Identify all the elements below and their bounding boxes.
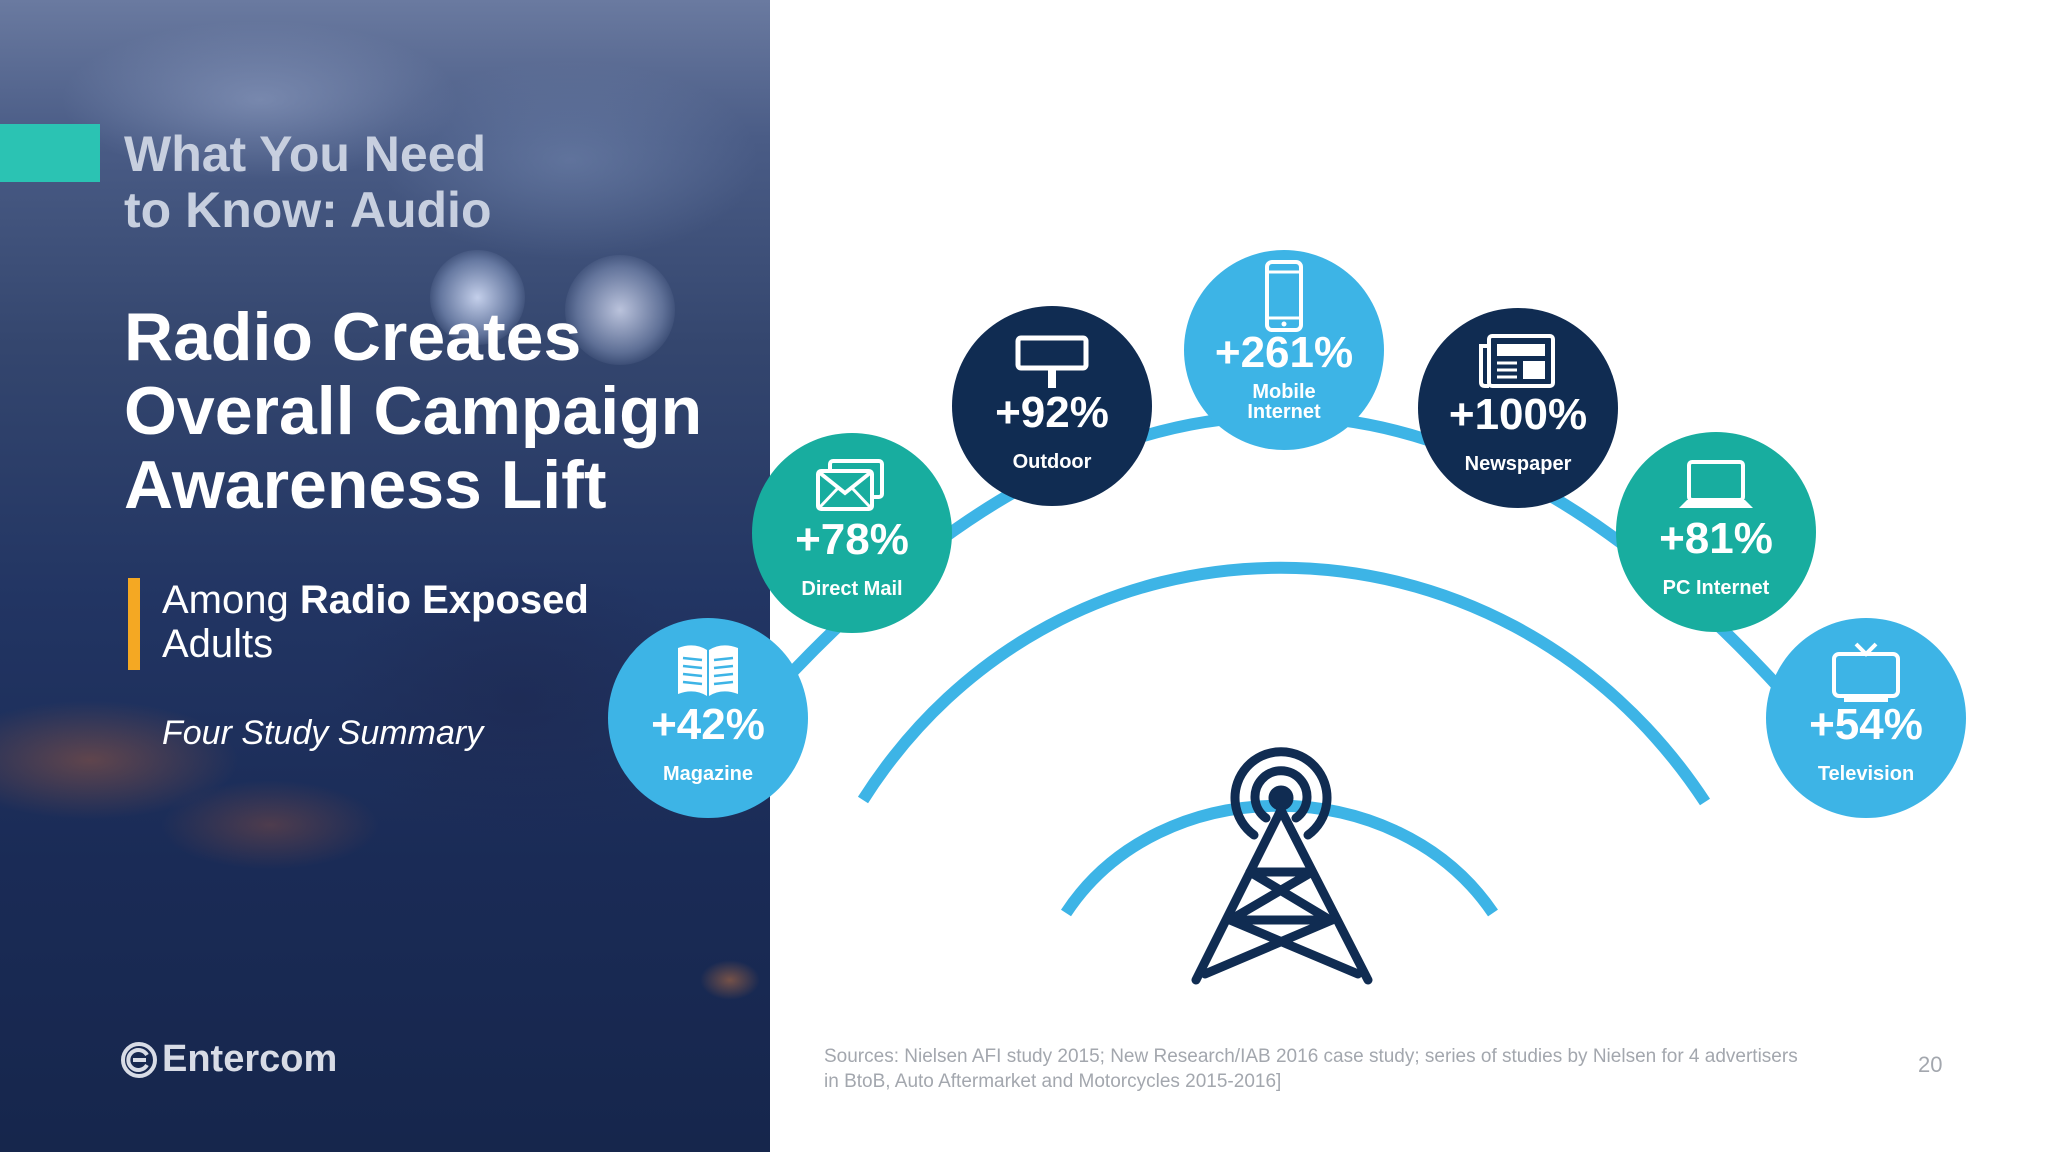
outdoor-label: Outdoor (1012, 451, 1092, 473)
page-number: 20 (1918, 1052, 1943, 1077)
sources-note: Sources: Nielsen AFI study 2015; New Res… (824, 1044, 1874, 1094)
kicker-line: What You Need (124, 126, 487, 182)
sources-line: Sources: Nielsen AFI study 2015; New Res… (824, 1046, 1798, 1067)
background-bokeh (430, 250, 525, 345)
magazine-icon (678, 645, 738, 696)
left-panel: What You Need to Know: Audio Radio Creat… (0, 0, 770, 1152)
pc-internet-value: +81% (1659, 514, 1773, 563)
background-bokeh (380, 60, 760, 260)
headline-line: Awareness Lift (124, 447, 607, 523)
background-bokeh (160, 780, 380, 870)
background-bokeh (700, 960, 760, 1000)
television-value: +54% (1809, 700, 1923, 749)
section-kicker: What You Need to Know: Audio (124, 126, 744, 238)
billboard-icon (1015, 335, 1089, 388)
headline-line: Overall Campaign (124, 373, 703, 449)
direct-mail-value: +78% (795, 515, 909, 564)
television-icon (1832, 642, 1900, 702)
background-bokeh (0, 700, 240, 820)
mail-icon (816, 459, 884, 511)
laptop-icon (1679, 460, 1753, 508)
magazine-value: +42% (651, 700, 765, 749)
television-stat: +54% Television (1766, 618, 1966, 818)
background-bokeh (565, 255, 675, 365)
slide-headline: Radio Creates Overall Campaign Awareness… (124, 300, 764, 522)
mobile-internet-label-line: Internet (1247, 401, 1321, 423)
mobile-internet-stat: +261% Mobile Internet (1184, 250, 1384, 450)
mobile-internet-label-line: Mobile (1252, 381, 1316, 403)
newspaper-stat: +100% Newspaper (1418, 308, 1618, 508)
teal-accent-bar (0, 124, 100, 182)
newspaper-label: Newspaper (1464, 453, 1572, 475)
headline-line: Radio Creates (124, 299, 582, 375)
newspaper-value: +100% (1448, 390, 1588, 439)
yellow-accent-bar (128, 578, 140, 670)
pc-internet-label: PC Internet (1662, 577, 1770, 599)
mobile-internet-value: +261% (1214, 328, 1354, 377)
kicker-line: to Know: Audio (124, 182, 492, 238)
direct-mail-stat: +78% Direct Mail (752, 433, 952, 633)
subhead-bold: Radio Exposed (299, 578, 589, 622)
newspaper-icon (1479, 334, 1555, 388)
study-summary: Four Study Summary (162, 714, 484, 752)
entercom-logo: Entercom (120, 1038, 337, 1081)
middle-arc (857, 561, 1711, 806)
subhead-suffix: Adults (162, 622, 274, 666)
subheading: Among Radio Exposed Adults (162, 578, 722, 666)
television-label: Television (1817, 763, 1915, 785)
mobile-phone-icon (1265, 260, 1303, 332)
sources-line: in BtoB, Auto Aftermarket and Motorcycle… (824, 1071, 1282, 1092)
magazine-stat: +42% Magazine (608, 618, 808, 818)
magazine-label: Magazine (662, 763, 754, 785)
direct-mail-label: Direct Mail (801, 578, 903, 600)
logo-text: Entercom (162, 1038, 338, 1080)
subhead-prefix: Among (162, 578, 300, 622)
outdoor-stat: +92% Outdoor (952, 306, 1152, 506)
entercom-logo-icon (121, 1041, 157, 1078)
pc-internet-stat: +81% PC Internet (1616, 432, 1816, 632)
radio-tower-icon (1191, 747, 1373, 985)
outdoor-value: +92% (995, 388, 1109, 437)
